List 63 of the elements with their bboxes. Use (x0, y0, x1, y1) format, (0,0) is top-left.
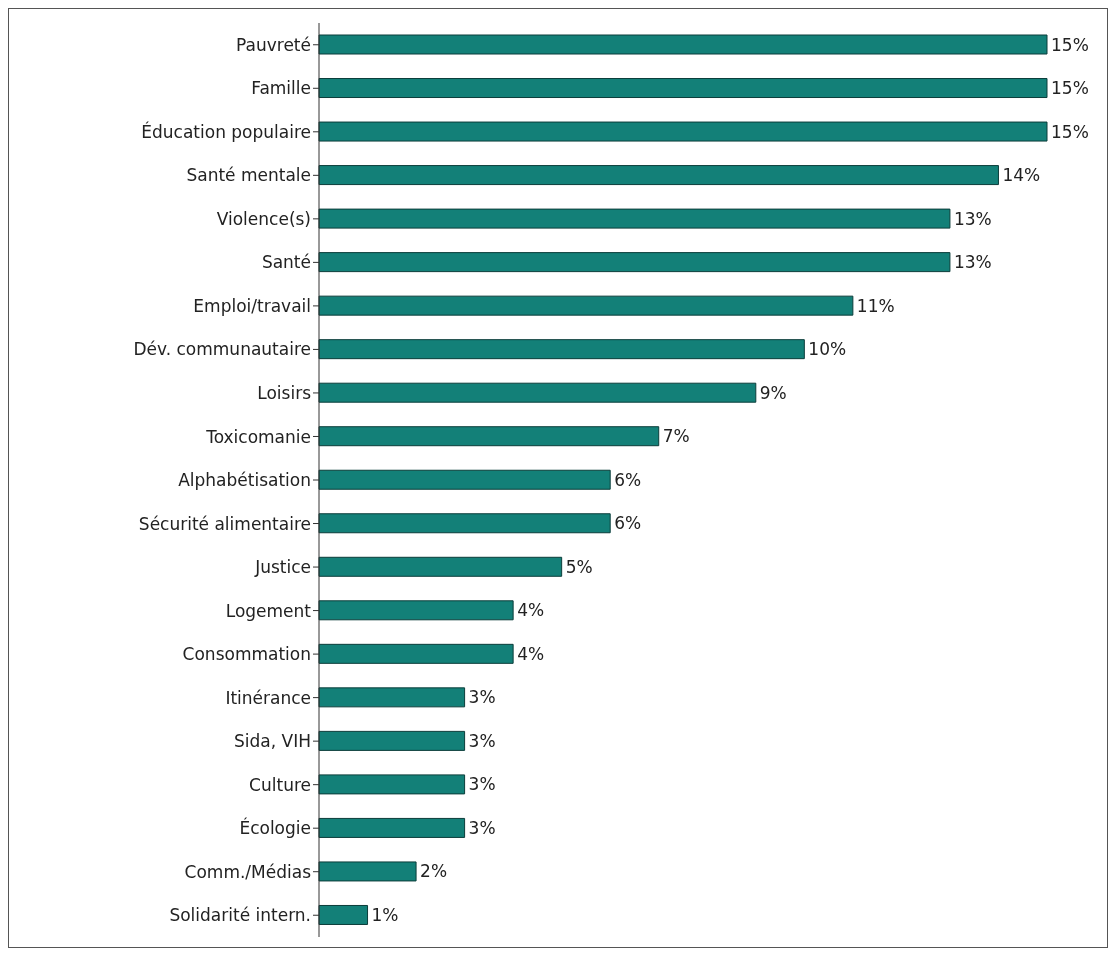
bar (318, 121, 1048, 142)
data-label: 15% (1051, 34, 1089, 55)
y-tick-label: Pauvreté (236, 34, 311, 55)
bar (318, 817, 466, 838)
bar (318, 556, 563, 577)
y-tick-label: Loisirs (257, 382, 312, 403)
y-tick-label: Santé (261, 252, 311, 273)
bar (318, 78, 1048, 99)
data-label: 10% (808, 339, 847, 360)
data-label: 15% (1051, 121, 1089, 142)
y-tick-label: Famille (251, 78, 311, 99)
y-tick-label: Dév. communautaire (133, 339, 311, 360)
data-label: 7% (662, 426, 690, 447)
bar (318, 382, 757, 403)
y-tick-label: Toxicomanie (205, 426, 311, 447)
bar (318, 861, 417, 882)
y-tick-label: Emploi/travail (193, 295, 311, 316)
y-tick-label: Violence(s) (216, 208, 311, 229)
data-label: 14% (1002, 165, 1041, 186)
data-label: 13% (953, 208, 992, 229)
data-label: 9% (759, 382, 787, 403)
data-label: 13% (953, 252, 992, 273)
bar (318, 469, 611, 490)
y-tick-label: Logement (225, 600, 312, 621)
data-label: 3% (468, 730, 496, 751)
bar (318, 643, 514, 664)
data-label: 3% (468, 817, 496, 838)
bar (318, 165, 999, 186)
y-tick-label: Culture (249, 774, 311, 795)
data-label: 1% (371, 905, 399, 926)
y-tick-label: Santé mentale (186, 165, 311, 186)
bar (318, 687, 466, 708)
y-tick-label: Sécurité alimentaire (138, 513, 311, 534)
bar (318, 208, 951, 229)
bar (318, 426, 660, 447)
data-label: 11% (856, 295, 895, 316)
y-tick-label: Écologie (239, 817, 311, 839)
bar (318, 774, 466, 795)
data-label: 6% (614, 513, 642, 534)
bar (318, 34, 1048, 55)
data-label: 4% (517, 600, 545, 621)
y-tick-label: Solidarité intern. (169, 905, 311, 926)
y-tick-label: Alphabétisation (178, 470, 311, 491)
bar (318, 295, 854, 316)
bar (318, 513, 611, 534)
y-tick-label: Sida, VIH (234, 731, 311, 752)
bar (318, 600, 514, 621)
y-tick-label: Itinérance (225, 687, 311, 708)
data-label: 2% (420, 861, 448, 882)
data-label: 3% (468, 774, 496, 795)
y-tick-label: Justice (254, 557, 311, 578)
data-label: 3% (468, 687, 496, 708)
bar (318, 904, 369, 925)
data-label: 6% (614, 469, 642, 490)
y-tick-label: Consommation (182, 644, 311, 665)
bar (318, 252, 951, 273)
data-label: 15% (1051, 78, 1089, 99)
bar (318, 339, 805, 360)
data-label: 4% (517, 643, 545, 664)
y-tick-label: Comm./Médias (184, 861, 312, 882)
y-tick-label: Éducation populaire (141, 120, 311, 142)
bar (318, 730, 466, 751)
data-label: 5% (565, 556, 593, 577)
